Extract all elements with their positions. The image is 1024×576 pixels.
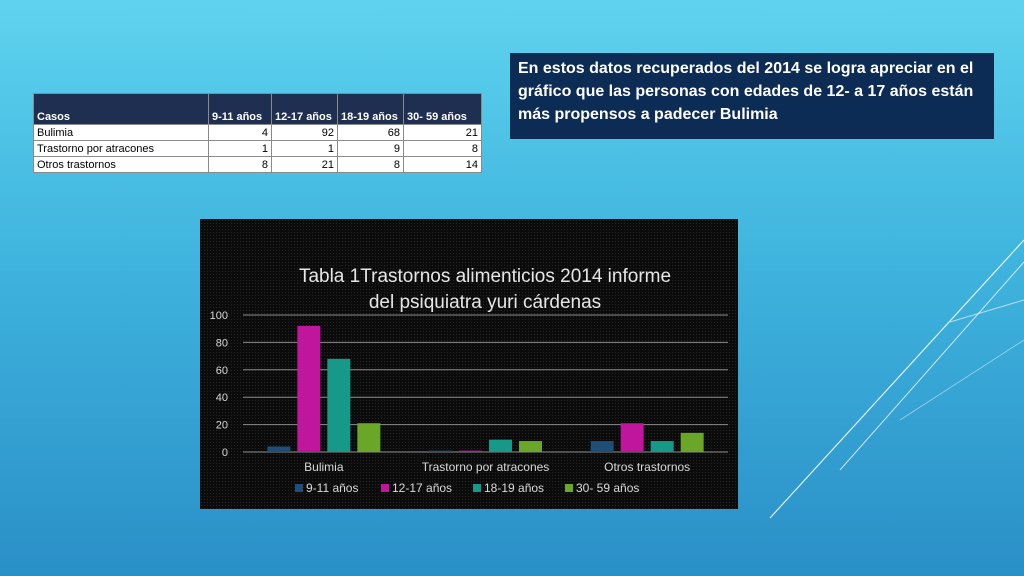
bar <box>620 423 644 452</box>
legend-swatch <box>565 484 573 492</box>
legend-label: 18-19 años <box>484 481 544 495</box>
table-cell-label: Otros trastornos <box>33 156 209 173</box>
table-cell: 21 <box>271 156 338 173</box>
bar <box>429 450 452 452</box>
table-cell: 8 <box>403 140 482 157</box>
y-tick-label: 80 <box>216 337 228 349</box>
y-tick-label: 20 <box>216 420 228 432</box>
bar <box>267 446 291 452</box>
bar <box>489 439 512 452</box>
table-cell: 21 <box>403 124 482 141</box>
bar <box>327 358 351 452</box>
bar <box>650 441 674 452</box>
note-text: En estos datos recuperados del 2014 se l… <box>518 60 974 123</box>
chart-svg: Tabla 1Trastornos alimenticios 2014 info… <box>210 266 728 495</box>
y-tick-label: 0 <box>222 447 228 459</box>
x-tick-label: Bulimia <box>304 460 344 474</box>
table-cell: 9 <box>337 140 404 157</box>
legend-swatch <box>473 484 481 492</box>
chart-title-line: Tabla 1Trastornos alimenticios 2014 info… <box>299 266 671 287</box>
x-tick-label: Trastorno por atracones <box>422 460 550 474</box>
table-row: Trastorno por atracones 1 1 9 8 <box>33 140 482 157</box>
table-header-cell: Casos <box>33 93 209 125</box>
legend-swatch <box>295 484 303 492</box>
legend-swatch <box>381 484 389 492</box>
bar <box>459 450 482 452</box>
data-table: Casos 9-11 años 12-17 años 18-19 años 30… <box>33 93 482 173</box>
bar <box>519 441 542 452</box>
table-header-row: Casos 9-11 años 12-17 años 18-19 años 30… <box>33 93 482 125</box>
table-cell: 4 <box>208 124 272 141</box>
table-cell: 1 <box>271 140 338 157</box>
table-header-cell: 30- 59 años <box>403 93 482 125</box>
table-cell-label: Bulimia <box>33 124 209 141</box>
table-cell: 68 <box>337 124 404 141</box>
chart-title-line: del psiquiatra yuri cárdenas <box>369 292 601 313</box>
table-cell: 8 <box>337 156 404 173</box>
y-tick-label: 100 <box>210 310 228 322</box>
bar <box>590 441 614 452</box>
table-header-cell: 9-11 años <box>208 93 272 125</box>
bar-chart: Tabla 1Trastornos alimenticios 2014 info… <box>200 219 738 509</box>
x-tick-label: Otros trastornos <box>604 460 690 474</box>
y-tick-label: 40 <box>216 392 228 404</box>
table-cell: 14 <box>403 156 482 173</box>
table-cell: 92 <box>271 124 338 141</box>
bar <box>297 325 321 452</box>
table-header-cell: 18-19 años <box>337 93 404 125</box>
table-cell-label: Trastorno por atracones <box>33 140 209 157</box>
bar <box>357 423 381 452</box>
table-header-cell: 12-17 años <box>271 93 338 125</box>
legend-label: 30- 59 años <box>576 481 639 495</box>
y-tick-label: 60 <box>216 365 228 377</box>
bar <box>680 432 704 452</box>
table-row: Otros trastornos 8 21 8 14 <box>33 156 482 173</box>
legend-label: 9-11 años <box>306 481 358 495</box>
table-cell: 8 <box>208 156 272 173</box>
table-row: Bulimia 4 92 68 21 <box>33 124 482 141</box>
table-cell: 1 <box>208 140 272 157</box>
legend-label: 12-17 años <box>392 481 452 495</box>
note-box: En estos datos recuperados del 2014 se l… <box>510 53 994 139</box>
